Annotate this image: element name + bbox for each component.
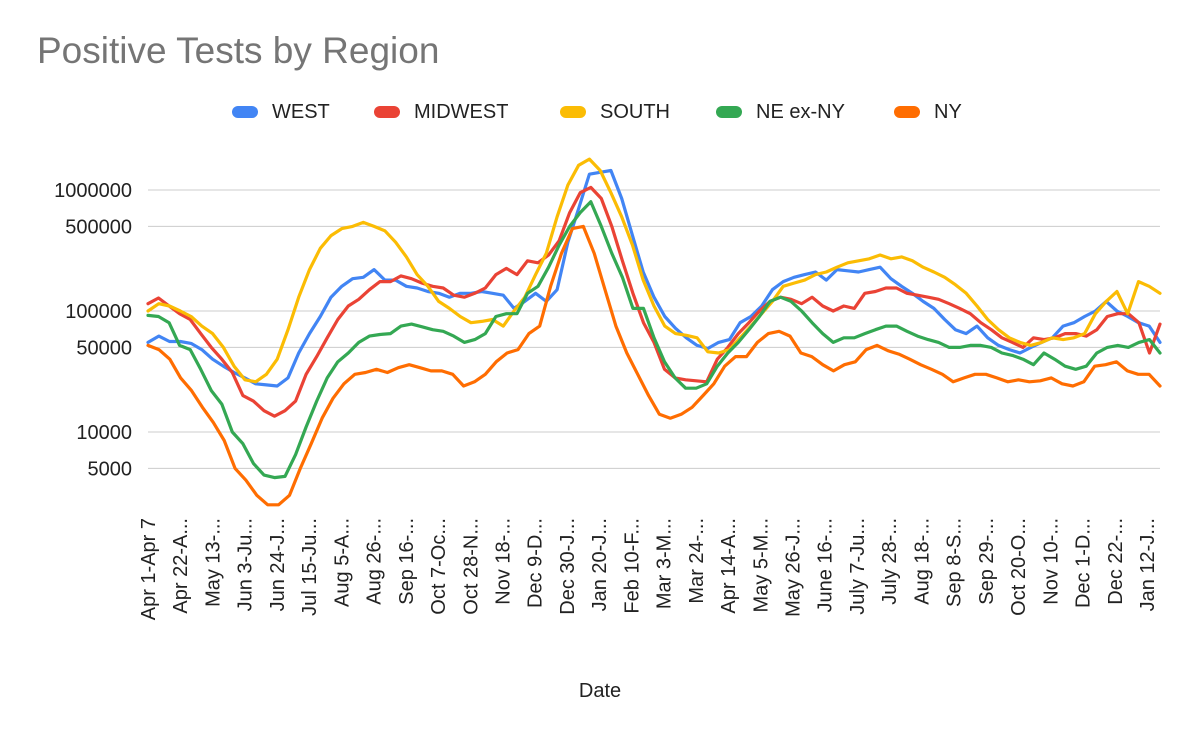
x-tick-label: Mar 3-M... [654,518,676,609]
y-axis-ticks: 5000 10000 50000 100000 500000 1000000 [54,180,132,480]
legend-swatch-ne-ex-ny [716,106,742,118]
x-tick-label: Nov 18-... [492,518,514,605]
x-tick-label: Mar 24-... [686,518,708,604]
series-lines [146,157,1162,507]
x-tick-label: Sep 16-... [396,518,418,605]
y-tick-label: 50000 [76,337,132,359]
legend-item-ny[interactable]: NY [894,98,962,126]
legend-swatch-south [560,106,586,118]
x-tick-label: Sep 8-S... [944,518,966,607]
series-line-west[interactable] [146,168,1162,388]
x-tick-label: Apr 1-Apr 7 [138,518,160,620]
series-line-ne-ex-ny[interactable] [146,200,1162,480]
x-tick-label: May 5-M... [750,518,772,612]
y-tick-label: 5000 [88,458,133,480]
series-line-ny[interactable] [146,224,1162,507]
legend-swatch-ny [894,106,920,118]
x-tick-label: Jun 3-Ju... [235,518,257,611]
legend-swatch-west [232,106,258,118]
x-tick-label: Aug 5-A... [331,518,353,607]
legend-swatch-midwest [374,106,400,118]
legend-item-south[interactable]: SOUTH [560,98,670,126]
legend-label-west: WEST [272,100,330,123]
chart-title: Positive Tests by Region [37,30,440,71]
x-tick-label: Dec 9-D... [525,518,547,608]
x-tick-label: Jan 12-J... [1137,518,1159,611]
x-tick-label: July 28-... [879,518,901,605]
series-line-midwest[interactable] [146,185,1162,418]
legend-label-midwest: MIDWEST [414,100,509,123]
x-tick-label: Aug 26-... [364,518,386,605]
x-tick-label: Apr 22-A... [170,518,192,614]
x-tick-label: Jul 15-Ju... [299,518,321,616]
y-tick-label: 10000 [76,422,132,444]
legend: WEST MIDWEST SOUTH NE ex-NY NY [0,98,1200,126]
y-tick-label: 500000 [65,216,132,238]
y-tick-label: 100000 [65,301,132,323]
x-tick-label: Dec 30-J... [557,518,579,615]
x-tick-label: Dec 1-D... [1073,518,1095,608]
x-tick-label: Jan 20-J... [589,518,611,611]
legend-item-midwest[interactable]: MIDWEST [374,98,508,126]
x-tick-label: Jun 24-J... [267,518,289,611]
legend-label-ne-ex-ny: NE ex-NY [756,100,845,123]
x-tick-label: June 16-... [815,518,837,613]
legend-label-ny: NY [934,100,962,123]
x-tick-label: Sep 29-... [976,518,998,605]
x-tick-label: Oct 28-N... [460,518,482,615]
x-axis-title: Date [578,680,622,702]
x-tick-label: Apr 14-A... [718,518,740,614]
legend-label-south: SOUTH [600,100,670,123]
x-tick-label: Aug 18-... [911,518,933,605]
x-tick-label: Oct 7-Oc... [428,518,450,615]
y-tick-label: 1000000 [54,180,132,202]
legend-item-ne-ex-ny[interactable]: NE ex-NY [716,98,845,126]
x-tick-label: May 26-J... [783,518,805,617]
legend-item-west[interactable]: WEST [232,98,330,126]
x-tick-label: July 7-Ju... [847,518,869,615]
x-tick-label: Oct 20-O... [1008,518,1030,616]
x-tick-label: Dec 22-... [1105,518,1127,605]
series-line-south[interactable] [146,157,1162,384]
x-tick-label: Feb 10-F... [621,518,643,614]
x-tick-label: Nov 10-... [1040,518,1062,605]
x-axis-ticks: Apr 1-Apr 7 Apr 22-A... May 13-... Jun 3-Ju… [138,518,1159,620]
x-tick-label: May 13-... [202,518,224,607]
gridlines [148,189,1160,469]
